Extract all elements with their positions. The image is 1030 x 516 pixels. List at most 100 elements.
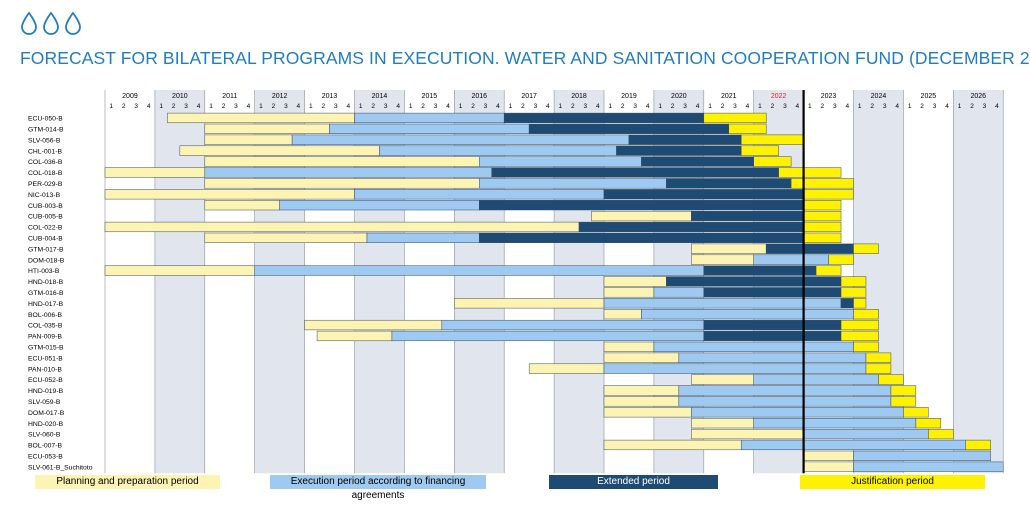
gantt-bar-extended bbox=[691, 210, 804, 222]
gantt-bar-justification bbox=[840, 276, 867, 287]
quarter-label: 4 bbox=[396, 103, 400, 110]
gantt-bar-execution bbox=[391, 330, 705, 342]
quarter-label: 4 bbox=[297, 103, 301, 110]
quarter-label: 3 bbox=[534, 103, 538, 110]
gantt-bar-justification bbox=[903, 407, 929, 418]
gantt-bar-extended bbox=[491, 167, 779, 178]
quarter-label: 1 bbox=[359, 103, 363, 110]
gantt-bar-execution bbox=[291, 134, 630, 145]
quarter-label: 1 bbox=[658, 103, 662, 110]
quarter-label: 2 bbox=[222, 103, 226, 110]
quarter-label: 4 bbox=[346, 103, 350, 110]
row-label: DOM-017-B bbox=[28, 410, 65, 417]
quarter-label: 3 bbox=[583, 103, 587, 110]
gantt-bar-planning bbox=[603, 439, 742, 451]
quarter-label: 4 bbox=[746, 103, 750, 110]
gantt-bar-justification bbox=[853, 298, 867, 309]
row-label: GTM-014-B bbox=[28, 126, 64, 133]
row-label: BOL-007-B bbox=[28, 443, 62, 450]
quarter-label: 4 bbox=[147, 103, 151, 110]
row-label: HND-017-B bbox=[28, 301, 64, 308]
gantt-bar-execution bbox=[641, 309, 854, 320]
gantt-bar-planning bbox=[204, 178, 480, 189]
legend-extended: Extended period bbox=[549, 475, 718, 489]
row-label: BOL-006-B bbox=[28, 312, 62, 319]
gantt-bar-execution bbox=[853, 450, 991, 461]
gantt-bar-justification bbox=[803, 189, 854, 200]
gantt-bar-extended bbox=[479, 232, 804, 243]
row-label: PER-029-B bbox=[28, 181, 63, 188]
gantt-bar-justification bbox=[865, 363, 892, 374]
gantt-bar-justification bbox=[803, 210, 842, 222]
quarter-label: 1 bbox=[858, 103, 862, 110]
quarter-label: 2 bbox=[471, 103, 475, 110]
water-drops-icon bbox=[21, 11, 81, 35]
gantt-bar-justification bbox=[703, 112, 767, 124]
row-label: SLV-060-B bbox=[28, 432, 61, 439]
gantt-bar-execution bbox=[354, 189, 605, 200]
gantt-bar-justification bbox=[740, 134, 804, 145]
gantt-bar-extended bbox=[703, 287, 842, 298]
gantt-bar-justification bbox=[778, 167, 842, 178]
year-label: 2019 bbox=[621, 93, 637, 100]
legend-execution-label: Execution period according to financing … bbox=[290, 476, 466, 501]
row-label: DOM-018-B bbox=[28, 257, 65, 264]
quarter-label: 1 bbox=[409, 103, 413, 110]
gantt-bar-justification bbox=[853, 243, 879, 254]
gantt-bar-extended bbox=[503, 112, 705, 124]
quarter-label: 2 bbox=[671, 103, 675, 110]
gantt-bar-execution bbox=[740, 439, 967, 451]
gantt-bar-planning bbox=[316, 330, 393, 342]
year-label: 2025 bbox=[921, 93, 937, 100]
quarter-label: 1 bbox=[509, 103, 513, 110]
gantt-bar-extended bbox=[641, 156, 754, 167]
year-label: 2010 bbox=[172, 93, 188, 100]
gantt-bar-execution bbox=[603, 363, 867, 374]
quarter-label: 3 bbox=[484, 103, 488, 110]
gantt-bar-extended bbox=[765, 243, 854, 254]
gantt-bar-execution bbox=[441, 319, 705, 331]
quarter-label: 2 bbox=[821, 103, 825, 110]
gantt-bar-execution bbox=[803, 428, 929, 440]
quarter-label: 1 bbox=[608, 103, 612, 110]
quarter-label: 4 bbox=[945, 103, 949, 110]
row-label: PAN-010-B bbox=[28, 366, 62, 373]
gantt-bar-justification bbox=[865, 352, 892, 363]
quarter-label: 3 bbox=[633, 103, 637, 110]
gantt-bar-extended bbox=[479, 200, 804, 211]
gantt-bar-justification bbox=[740, 145, 779, 156]
quarter-label: 1 bbox=[109, 103, 113, 110]
gantt-bar-planning bbox=[603, 287, 655, 298]
gantt-bar-justification bbox=[790, 178, 854, 189]
quarter-label: 2 bbox=[272, 103, 276, 110]
row-label: HND-019-B bbox=[28, 388, 64, 395]
year-label: 2023 bbox=[821, 93, 837, 100]
quarter-label: 3 bbox=[334, 103, 338, 110]
gantt-bar-planning bbox=[603, 396, 680, 407]
year-label: 2016 bbox=[471, 93, 487, 100]
quarter-label: 3 bbox=[234, 103, 238, 110]
gantt-bar-planning bbox=[204, 134, 293, 145]
quarter-label: 4 bbox=[247, 103, 251, 110]
gantt-bar-justification bbox=[965, 439, 991, 451]
gantt-bar-extended bbox=[840, 298, 854, 309]
year-label: 2024 bbox=[871, 93, 887, 100]
year-label: 2020 bbox=[671, 93, 687, 100]
row-label: SLV-059-B bbox=[28, 399, 61, 406]
year-label: 2011 bbox=[222, 93, 237, 100]
quarter-label: 1 bbox=[259, 103, 263, 110]
quarter-label: 2 bbox=[970, 103, 974, 110]
quarter-label: 4 bbox=[845, 103, 849, 110]
gantt-bar-justification bbox=[840, 287, 867, 298]
quarter-label: 4 bbox=[646, 103, 650, 110]
row-label: NIC-013-B bbox=[28, 192, 61, 199]
gantt-bar-extended bbox=[528, 123, 730, 134]
gantt-bar-justification bbox=[803, 221, 842, 233]
gantt-bar-execution bbox=[678, 352, 867, 363]
quarter-label: 3 bbox=[983, 103, 987, 110]
row-label: COL-036-B bbox=[28, 159, 63, 166]
quarter-label: 4 bbox=[197, 103, 201, 110]
gantt-bar-planning bbox=[528, 363, 605, 374]
quarter-label: 3 bbox=[134, 103, 138, 110]
